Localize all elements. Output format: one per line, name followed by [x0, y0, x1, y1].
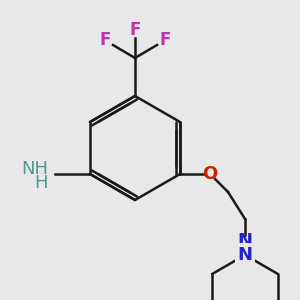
Text: N: N	[238, 232, 253, 250]
Text: F: F	[99, 31, 111, 49]
Text: N: N	[238, 246, 253, 264]
Text: O: O	[202, 165, 218, 183]
Text: H: H	[34, 174, 48, 192]
Text: NH: NH	[21, 160, 48, 178]
Text: F: F	[159, 31, 171, 49]
Text: F: F	[129, 21, 141, 39]
